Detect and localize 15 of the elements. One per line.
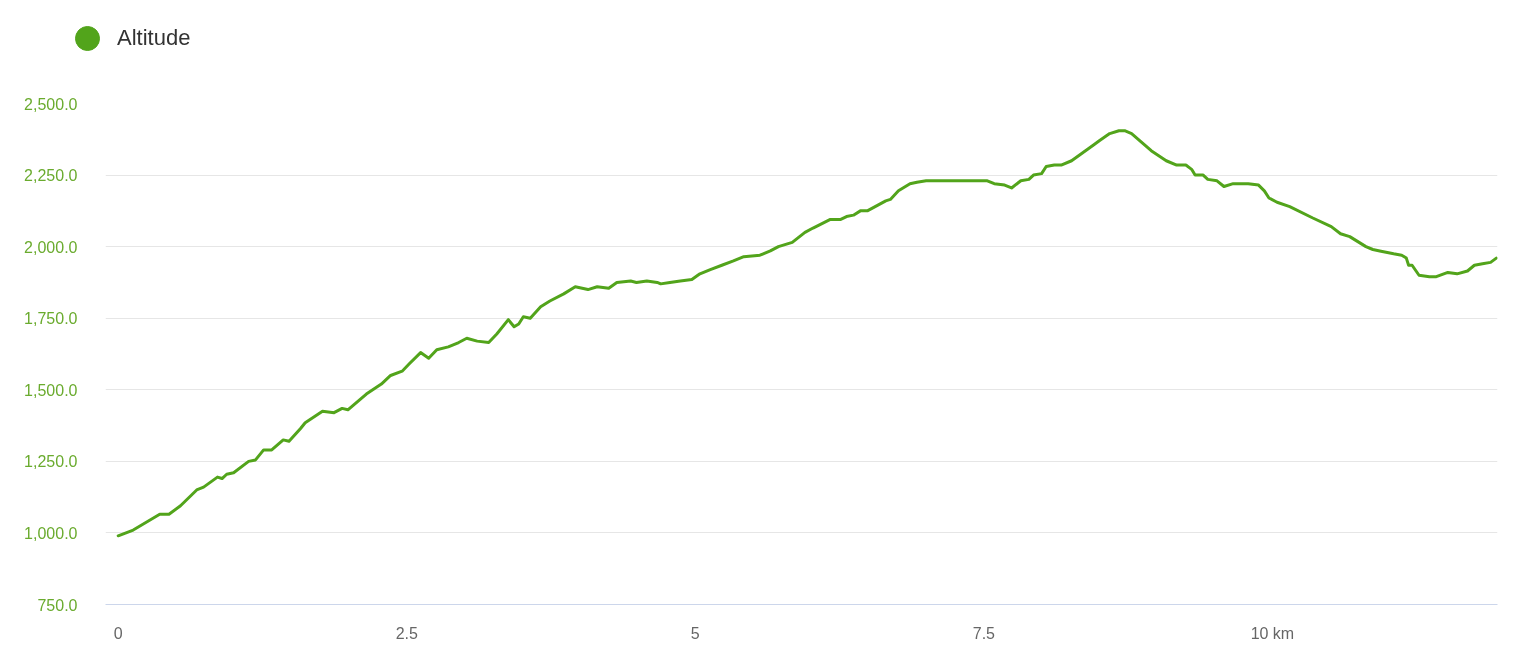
x-tick-label: 0 [113, 624, 123, 642]
x-tick-label: 2.5 [395, 624, 418, 642]
y-tick-label: 2,250.0 [24, 167, 78, 185]
y-tick-label: 2,500.0 [24, 95, 78, 113]
y-tick-label: 1,250.0 [24, 453, 78, 471]
y-tick-label: 750.0 [37, 596, 78, 614]
x-tick-label: 5 [690, 624, 700, 642]
x-tick-label: 7.5 [972, 624, 996, 642]
legend-label: Altitude [117, 25, 191, 51]
y-tick-label: 2,000.0 [24, 238, 78, 256]
line-series [116, 129, 1498, 538]
y-tick-label: 1,000.0 [24, 524, 78, 542]
y-tick-label: 1,750.0 [24, 310, 78, 328]
x-tick-label: 10 km [1250, 624, 1295, 642]
y-tick-label: 1,500.0 [24, 381, 78, 399]
